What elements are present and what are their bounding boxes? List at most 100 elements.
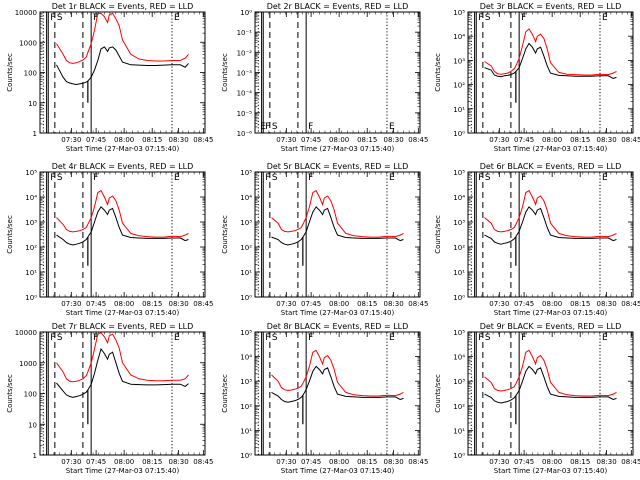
time-marker-label: S <box>485 13 491 23</box>
series-line-events <box>271 365 404 403</box>
x-tick-label: 08:45 <box>193 458 213 466</box>
x-tick-label: 07:45 <box>301 136 321 144</box>
time-marker-label: S <box>272 122 278 132</box>
x-tick-label: 08:15 <box>142 136 162 144</box>
series-line-events <box>484 365 617 404</box>
detector-panel-6: Det 6r BLACK = Events, RED = LLD Counts/s… <box>434 162 640 317</box>
time-marker-label: F <box>93 173 98 183</box>
series-line-lld <box>56 189 189 238</box>
time-marker-label: F <box>521 13 526 23</box>
x-tick-label: 07:30 <box>61 136 81 144</box>
x-tick-label: 08:30 <box>384 300 404 308</box>
plot-frame <box>467 171 634 298</box>
y-tick-label: 1000 <box>19 39 37 47</box>
y-axis-label: Counts/sec <box>434 53 442 92</box>
y-tick-label: 10³ <box>240 378 252 386</box>
time-marker-label: S <box>485 173 491 183</box>
x-tick-label: 08:00 <box>114 136 134 144</box>
time-marker-label: F <box>308 122 313 132</box>
x-tick-label: 07:45 <box>86 136 106 144</box>
time-marker-label: F <box>50 173 55 183</box>
y-tick-label: 10⁴ <box>240 194 252 202</box>
panel-title: Det 6r BLACK = Events, RED = LLD <box>480 162 622 171</box>
time-marker-label: E <box>174 13 180 23</box>
x-tick-label: 08:00 <box>542 300 562 308</box>
x-tick-label: 08:30 <box>169 300 189 308</box>
detector-panel-8: Det 8r BLACK = Events, RED = LLD Counts/s… <box>221 322 428 475</box>
y-tick-label: 1 <box>33 130 37 138</box>
x-tick-label: 08:30 <box>169 136 189 144</box>
y-tick-label: 10 <box>28 421 37 429</box>
x-tick-label: 08:00 <box>542 136 562 144</box>
time-marker-label: F <box>50 13 55 23</box>
series-line-lld <box>271 349 404 397</box>
y-tick-label: 10⁴ <box>453 33 465 41</box>
x-tick-label: 07:45 <box>301 458 321 466</box>
y-tick-label: 10⁰ <box>25 294 37 302</box>
series-line-events <box>484 206 617 245</box>
time-marker-label: F <box>308 173 313 183</box>
x-tick-label: 07:45 <box>301 300 321 308</box>
y-tick-label: 1 <box>33 452 37 460</box>
x-tick-label: 07:45 <box>86 300 106 308</box>
panel-title: Det 1r BLACK = Events, RED = LLD <box>52 2 194 11</box>
detector-panel-2: Det 2r BLACK = Events, RED = LLD Counts/s… <box>221 2 428 153</box>
plot-frame <box>39 11 206 134</box>
y-tick-label: 10¹ <box>453 427 465 435</box>
time-marker-label: E <box>174 333 180 343</box>
y-tick-label: 10⁴ <box>25 194 37 202</box>
x-tick-label: 07:30 <box>276 300 296 308</box>
time-marker-label: F <box>265 333 270 343</box>
y-tick-label: 100 <box>24 70 37 78</box>
series-line-lld <box>271 189 404 238</box>
time-marker-label: E <box>602 173 608 183</box>
y-tick-label: 10⁻³ <box>237 70 253 78</box>
x-tick-label: 08:30 <box>597 136 617 144</box>
series-line-events <box>271 206 404 246</box>
time-marker-label: E <box>389 122 395 132</box>
x-tick-label: 08:15 <box>570 136 590 144</box>
x-tick-label: 07:30 <box>276 458 296 466</box>
time-marker-label: E <box>389 333 395 343</box>
time-marker-label: F <box>308 333 313 343</box>
time-marker-label: S <box>485 333 491 343</box>
y-axis-label: Counts/sec <box>434 374 442 413</box>
plot-frame <box>467 331 634 456</box>
time-marker-label: E <box>602 13 608 23</box>
x-axis-label: Start Time (27-Mar-03 07:15:40) <box>281 145 395 153</box>
time-marker-label: E <box>389 173 395 183</box>
y-tick-label: 10⁰ <box>453 294 465 302</box>
y-tick-label: 10¹ <box>453 269 465 277</box>
y-tick-label: 10000 <box>15 9 37 17</box>
x-tick-label: 08:30 <box>384 136 404 144</box>
x-tick-label: 08:45 <box>621 136 640 144</box>
time-marker-label: F <box>521 333 526 343</box>
time-marker-label: F <box>478 333 483 343</box>
panel-title: Det 2r BLACK = Events, RED = LLD <box>267 2 409 11</box>
panel-title: Det 3r BLACK = Events, RED = LLD <box>480 2 622 11</box>
x-tick-label: 08:00 <box>329 136 349 144</box>
series-line-lld <box>484 28 617 76</box>
x-tick-label: 08:15 <box>570 300 590 308</box>
x-tick-label: 08:15 <box>357 300 377 308</box>
y-axis-label: Counts/sec <box>6 215 14 254</box>
time-marker-label: S <box>57 173 63 183</box>
y-tick-label: 10 <box>28 100 37 108</box>
x-tick-label: 07:30 <box>61 300 81 308</box>
time-marker-label: F <box>50 333 55 343</box>
time-marker-label: S <box>272 333 278 343</box>
plot-frame <box>254 11 421 134</box>
x-tick-label: 08:00 <box>329 300 349 308</box>
time-marker-label: F <box>478 13 483 23</box>
x-tick-label: 08:45 <box>621 300 640 308</box>
x-axis-label: Start Time (27-Mar-03 07:15:40) <box>66 309 180 317</box>
x-tick-label: 08:15 <box>570 458 590 466</box>
series-line-lld <box>484 349 617 397</box>
x-tick-label: 08:45 <box>193 136 213 144</box>
y-tick-label: 10⁵ <box>453 169 465 177</box>
x-tick-label: 08:45 <box>193 300 213 308</box>
y-tick-label: 10⁴ <box>240 354 252 362</box>
y-tick-label: 10⁵ <box>240 169 252 177</box>
y-axis-label: Counts/sec <box>221 215 229 254</box>
